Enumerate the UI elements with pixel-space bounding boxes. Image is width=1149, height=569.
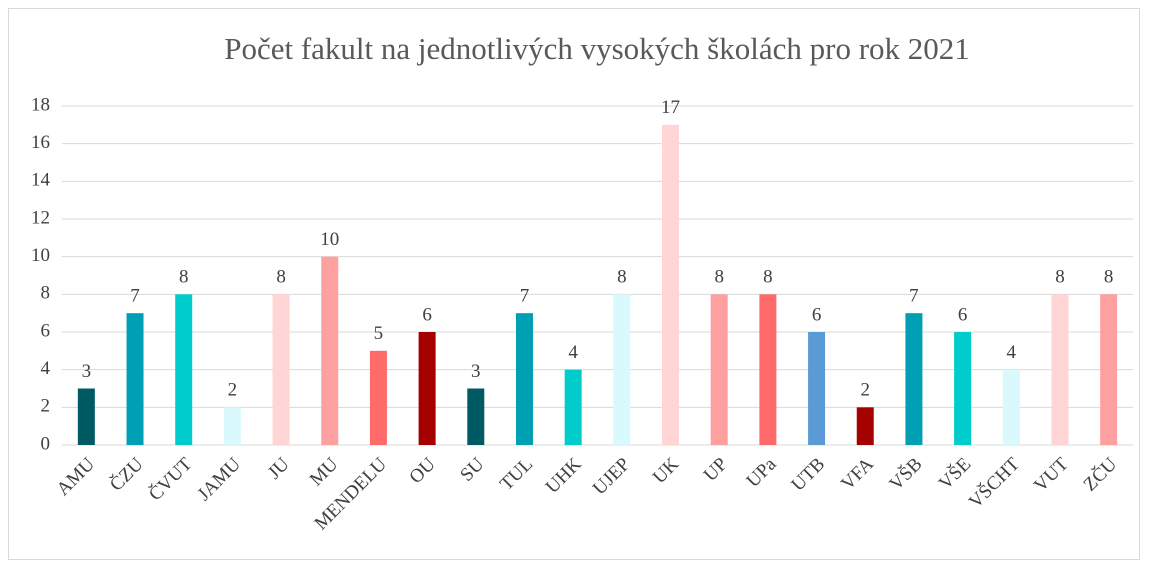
data-label: 4 (1007, 342, 1017, 363)
y-tick-label: 14 (31, 170, 51, 191)
y-tick-label: 18 (31, 94, 50, 115)
bar (126, 313, 144, 445)
bar (369, 350, 387, 445)
y-tick-label: 4 (41, 358, 51, 379)
bar (1051, 294, 1069, 445)
data-label: 7 (130, 286, 140, 307)
bar (613, 294, 631, 445)
data-label: 4 (568, 342, 578, 363)
data-label: 6 (422, 304, 432, 325)
data-label: 6 (812, 304, 822, 325)
bar (954, 332, 972, 445)
data-label: 8 (1104, 267, 1114, 288)
y-tick-label: 6 (41, 320, 51, 341)
y-tick-label: 16 (31, 132, 50, 153)
data-label: 17 (661, 97, 680, 118)
data-label: 2 (861, 380, 871, 401)
bar (418, 332, 436, 445)
bar (77, 388, 95, 445)
data-label: 2 (228, 380, 238, 401)
y-tick-label: 0 (41, 433, 51, 454)
bar (1100, 294, 1118, 445)
bar (1002, 369, 1020, 445)
bar (223, 407, 241, 445)
bar (710, 294, 728, 445)
chart-frame (8, 8, 1140, 560)
data-label: 3 (82, 361, 92, 382)
data-label: 3 (471, 361, 481, 382)
data-label: 6 (958, 304, 968, 325)
y-tick-label: 12 (31, 207, 50, 228)
data-label: 8 (276, 267, 286, 288)
bar (175, 294, 193, 445)
data-label: 7 (520, 286, 530, 307)
chart-title: Počet fakult na jednotlivých vysokých šk… (224, 31, 970, 66)
data-label: 8 (179, 267, 189, 288)
bar (662, 124, 680, 445)
data-label: 8 (617, 267, 627, 288)
bar (564, 369, 582, 445)
bar (808, 332, 826, 445)
y-tick-label: 2 (41, 396, 51, 417)
bar (321, 256, 339, 445)
y-tick-label: 8 (41, 283, 51, 304)
y-tick-label: 10 (31, 245, 50, 266)
bar (905, 313, 923, 445)
bar (759, 294, 777, 445)
bar (856, 407, 874, 445)
data-label: 7 (909, 286, 919, 307)
bar (272, 294, 290, 445)
bar (467, 388, 485, 445)
data-label: 5 (374, 323, 384, 344)
data-label: 10 (320, 229, 339, 250)
data-label: 8 (1055, 267, 1065, 288)
bar (515, 313, 533, 445)
data-label: 8 (714, 267, 724, 288)
data-label: 8 (763, 267, 773, 288)
